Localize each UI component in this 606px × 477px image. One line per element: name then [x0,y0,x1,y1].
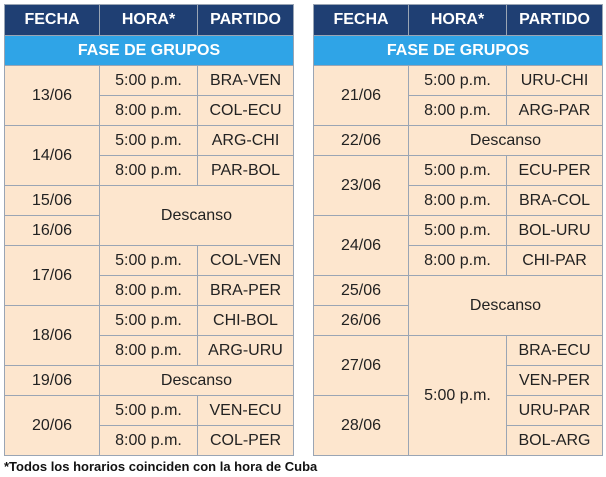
header-match: PARTIDO [197,4,294,36]
table-row: 22/06 Descanso [313,125,603,156]
table-row: 20/06 5:00 p.m. VEN-ECU [4,395,294,456]
match-cell: VEN-PER [506,365,603,396]
table-row: 19/06 Descanso [4,365,294,396]
match-cell: COL-PER [197,425,294,456]
schedule-table-right: FECHA HORA* PARTIDO FASE DE GRUPOS 21/06… [313,4,603,456]
table-row: 17/06 5:00 p.m. COL-VEN [4,245,294,306]
date-cell: 27/06 [313,335,409,396]
table-row: 18/06 5:00 p.m. CHI-BOL [4,305,294,366]
match-cell: ARG-CHI [197,125,294,156]
match-cell: BOL-ARG [506,425,603,456]
match-cell: BRA-VEN [197,65,294,96]
date-cell: 15/06 [4,185,100,216]
table-row: 24/06 5:00 p.m. BOL-URU [313,215,603,276]
date-cell: 26/06 [313,305,409,336]
date-cell: 28/06 [313,395,409,456]
rest-cell: Descanso [408,275,603,336]
table-row: 25/06 Descanso [313,275,603,336]
match-cell: BOL-URU [506,215,603,246]
date-cell: 19/06 [4,365,100,396]
header-date: FECHA [313,4,409,36]
match-cell: COL-ECU [197,95,294,126]
table-row: 8:00 p.m. ARG-URU [5,335,294,366]
table-row: VEN-PER [314,365,603,396]
table-row: 28/06 URU-PAR [313,395,603,456]
footnote: *Todos los horarios coinciden con la hor… [4,459,318,474]
match-cell: PAR-BOL [197,155,294,186]
match-cell: BRA-COL [506,185,603,216]
time-cell: 8:00 p.m. [99,275,198,306]
date-cell: 13/06 [4,65,100,126]
table-row: 8:00 p.m. BRA-PER [5,275,294,306]
time-cell: 5:00 p.m. [99,395,198,426]
header-date: FECHA [4,4,100,36]
match-cell: URU-CHI [506,65,603,96]
time-cell: 5:00 p.m. [99,305,198,336]
time-cell: 8:00 p.m. [99,425,198,456]
match-cell: ECU-PER [506,155,603,186]
time-cell: 5:00 p.m. [99,125,198,156]
header-match: PARTIDO [506,4,603,36]
match-cell: BRA-PER [197,275,294,306]
time-cell: 5:00 p.m. [99,245,198,276]
date-cell: 18/06 [4,305,100,366]
date-cell: 20/06 [4,395,100,456]
table-row: 8:00 p.m. ARG-PAR [314,95,603,126]
table-row: 8:00 p.m. COL-ECU [5,95,294,126]
rest-cell: Descanso [99,365,294,396]
table-row: 26/06 [313,305,603,336]
table-row: 8:00 p.m. COL-PER [5,425,294,456]
table-row: 27/06 5:00 p.m. BRA-ECU [313,335,603,456]
table-row: 21/06 5:00 p.m. URU-CHI [313,65,603,126]
time-cell: 8:00 p.m. [99,335,198,366]
match-cell: COL-VEN [197,245,294,276]
header-time: HORA* [99,4,198,36]
match-cell: CHI-PAR [506,245,603,276]
time-cell: 5:00 p.m. [408,215,507,246]
time-cell: 5:00 p.m. [408,155,507,186]
schedule-table-left: FECHA HORA* PARTIDO FASE DE GRUPOS 13/06… [4,4,294,456]
date-cell: 23/06 [313,155,409,216]
date-cell: 21/06 [313,65,409,126]
match-cell: URU-PAR [506,395,603,426]
time-cell: 8:00 p.m. [99,95,198,126]
time-cell: 8:00 p.m. [408,245,507,276]
match-cell: BRA-ECU [506,335,603,366]
section-title: FASE DE GRUPOS [4,35,294,66]
section-title: FASE DE GRUPOS [313,35,603,66]
date-cell: 22/06 [313,125,409,156]
match-cell: ARG-PAR [506,95,603,126]
date-cell: 24/06 [313,215,409,276]
time-cell: 8:00 p.m. [408,95,507,126]
time-cell: 5:00 p.m. [99,65,198,96]
date-cell: 17/06 [4,245,100,306]
match-cell: CHI-BOL [197,305,294,336]
table-row: 13/06 5:00 p.m. BRA-VEN [4,65,294,126]
table-row: 16/06 [4,215,294,246]
time-cell: 5:00 p.m. [408,65,507,96]
match-cell: VEN-ECU [197,395,294,426]
table-row: 14/06 5:00 p.m. ARG-CHI [4,125,294,186]
header-time: HORA* [408,4,507,36]
table-row: 15/06 Descanso [4,185,294,246]
table-row: BOL-ARG [314,425,603,456]
rest-cell: Descanso [408,125,603,156]
time-cell: 8:00 p.m. [408,185,507,216]
rest-cell: Descanso [99,185,294,246]
table-row: 8:00 p.m. BRA-COL [314,185,603,216]
time-cell: 8:00 p.m. [99,155,198,186]
date-cell: 14/06 [4,125,100,186]
date-cell: 25/06 [313,275,409,306]
table-row: 23/06 5:00 p.m. ECU-PER [313,155,603,216]
match-cell: ARG-URU [197,335,294,366]
date-cell: 16/06 [4,215,100,246]
time-cell: 5:00 p.m. [408,335,507,456]
